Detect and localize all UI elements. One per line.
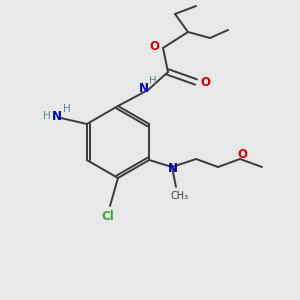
Text: O: O (200, 76, 210, 89)
Text: H: H (149, 76, 157, 86)
Text: O: O (237, 148, 247, 160)
Text: H: H (63, 104, 71, 114)
Text: CH₃: CH₃ (171, 191, 189, 201)
Text: H: H (43, 111, 51, 121)
Text: Cl: Cl (102, 211, 114, 224)
Text: O: O (149, 40, 159, 52)
Text: N: N (139, 82, 149, 94)
Text: N: N (52, 110, 62, 122)
Text: N: N (168, 161, 178, 175)
